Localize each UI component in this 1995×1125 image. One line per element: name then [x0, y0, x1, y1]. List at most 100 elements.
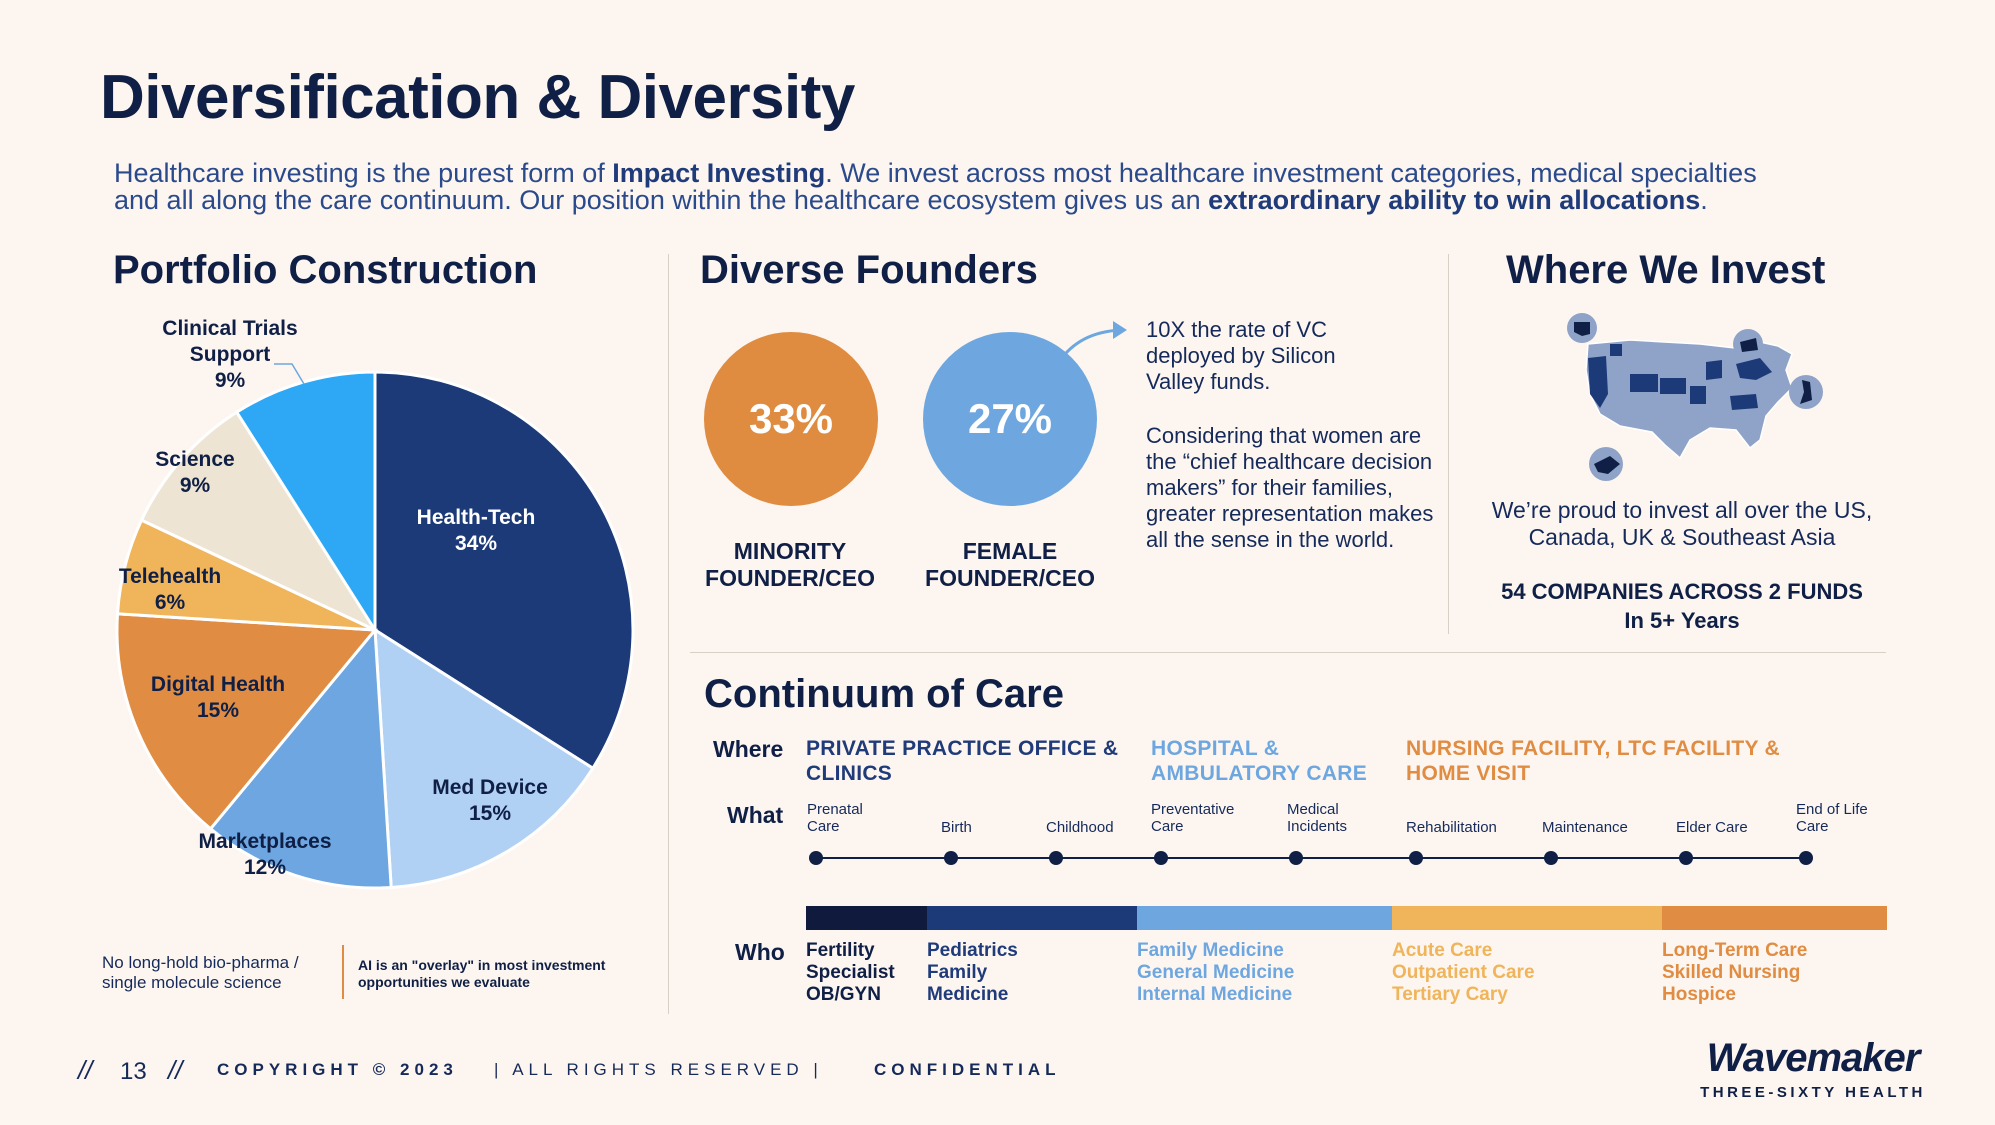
footer-rights: | ALL RIGHTS RESERVED |	[494, 1060, 823, 1079]
pie-label-med-device-pct: 15%	[468, 802, 512, 825]
pie-label-science-name: Science	[155, 448, 235, 471]
footer-slashes-right: //	[168, 1055, 183, 1085]
what-end-of-life-care: End of Life Care	[1796, 801, 1868, 835]
pie-label-digital-health: Digital Health 15%	[128, 672, 308, 724]
founders-note-vc-rate: 10X the rate of VC deployed by Silicon V…	[1146, 317, 1336, 394]
where-hospital: HOSPITAL & AMBULATORY CARE	[1151, 737, 1368, 785]
timeline-dot	[1049, 851, 1063, 865]
pie-label-clinical-trials-name: Clinical Trials Support	[162, 317, 298, 366]
logo-subtitle: THREE-SIXTY HEALTH	[1700, 1084, 1926, 1101]
intro-line2-post: .	[1700, 185, 1708, 215]
timeline-dot	[1544, 851, 1558, 865]
intro-line1-pre: Healthcare investing is the purest form …	[114, 158, 613, 188]
timeline-dot	[944, 851, 958, 865]
continuum-heading: Continuum of Care	[704, 672, 1064, 716]
pie-label-digital-health-pct: 15%	[196, 699, 240, 722]
where-private-practice: PRIVATE PRACTICE OFFICE & CLINICS	[806, 737, 1119, 785]
care-bar-segment-acute	[1392, 906, 1662, 930]
minority-label: MINORITY FOUNDER/CEO	[705, 538, 875, 591]
invest-stat-years: In 5+ Years	[1624, 608, 1740, 633]
footer-page-number: 13	[120, 1058, 147, 1085]
founders-note-women: Considering that women are the “chief he…	[1146, 423, 1434, 552]
care-bar-segment-hospital	[1137, 906, 1392, 930]
note-biopharma: No long-hold bio-pharma / single molecul…	[102, 953, 299, 992]
timeline-line	[816, 857, 1808, 859]
where-label: Where	[713, 736, 784, 762]
pie-label-clinical-trials: Clinical Trials Support 9%	[140, 316, 320, 394]
pie-label-health-tech-name: Health-Tech	[416, 506, 536, 529]
divider-left	[668, 254, 669, 1014]
intro-paragraph: Healthcare investing is the purest form …	[114, 160, 1914, 214]
what-medical-incidents: Medical Incidents	[1287, 801, 1348, 835]
timeline-dot	[1154, 851, 1168, 865]
invest-heading: Where We Invest	[1506, 248, 1826, 292]
founders-heading: Diverse Founders	[700, 248, 1038, 292]
what-rehabilitation: Rehabilitation	[1406, 819, 1497, 836]
pie-label-telehealth-pct: 6%	[154, 591, 186, 614]
footer-copyright: COPYRIGHT © 2023	[217, 1060, 458, 1079]
pie-slice-digital-health	[115, 612, 379, 831]
female-circle: 27%	[923, 332, 1097, 506]
what-maintenance: Maintenance	[1542, 819, 1628, 836]
what-prenatal-care: Prenatal Care	[807, 801, 863, 835]
pie-label-marketplaces: Marketplaces 12%	[180, 829, 350, 881]
what-birth: Birth	[941, 819, 972, 836]
what-childhood: Childhood	[1046, 819, 1114, 836]
pie-label-clinical-trials-pct: 9%	[214, 369, 246, 392]
intro-line2-bold: extraordinary ability to win allocations	[1208, 185, 1701, 215]
note-divider	[342, 945, 344, 999]
pie-label-med-device-name: Med Device	[432, 776, 548, 799]
timeline-dot	[1679, 851, 1693, 865]
pie-label-marketplaces-pct: 12%	[243, 856, 287, 879]
who-label: Who	[735, 939, 785, 965]
invest-map-icon	[1567, 313, 1823, 481]
who-family-medicine: Family Medicine General Medicine Interna…	[1137, 940, 1295, 1005]
pie-label-marketplaces-name: Marketplaces	[198, 830, 332, 853]
note-ai-overlay: AI is an "overlay" in most investment op…	[358, 957, 606, 990]
timeline-dot	[1799, 851, 1813, 865]
divider-horizontal	[690, 652, 1886, 653]
footer-confidential: CONFIDENTIAL	[874, 1060, 1061, 1079]
what-preventative-care: Preventative Care	[1151, 801, 1235, 835]
logo-wordmark: Wavemaker	[1706, 1036, 1921, 1080]
portfolio-pie-chart	[115, 370, 635, 890]
where-nursing: NURSING FACILITY, LTC FACILITY & HOME VI…	[1406, 737, 1780, 785]
who-acute-care: Acute Care Outpatient Care Tertiary Cary	[1392, 940, 1535, 1005]
portfolio-heading: Portfolio Construction	[113, 248, 538, 292]
timeline-dot	[809, 851, 823, 865]
divider-right	[1448, 254, 1449, 634]
intro-line2-pre: and all along the care continuum. Our po…	[114, 185, 1209, 215]
pie-label-digital-health-name: Digital Health	[150, 673, 286, 696]
pie-label-med-device: Med Device 15%	[410, 775, 570, 827]
page-title: Diversification & Diversity	[100, 63, 855, 132]
clinical-trials-leader-line	[274, 363, 305, 385]
who-pediatrics: Pediatrics Family Medicine	[927, 940, 1018, 1005]
pie-label-health-tech-pct: 34%	[454, 532, 498, 555]
what-label: What	[727, 802, 784, 828]
intro-line1-bold: Impact Investing	[612, 158, 826, 188]
invest-stat-companies: 54 COMPANIES ACROSS 2 FUNDS	[1501, 579, 1863, 604]
what-elder-care: Elder Care	[1676, 819, 1748, 836]
care-bar-segment-fertility	[806, 906, 927, 930]
wavemaker-logo: Wavemaker THREE-SIXTY HEALTH	[1688, 1036, 1938, 1101]
care-bar-segment-long-term	[1662, 906, 1887, 930]
timeline-dot	[1409, 851, 1423, 865]
pie-label-health-tech: Health-Tech 34%	[396, 505, 556, 557]
pie-label-telehealth-name: Telehealth	[118, 565, 222, 588]
who-long-term-care: Long-Term Care Skilled Nursing Hospice	[1662, 940, 1808, 1005]
pie-slice-marketplaces	[208, 626, 393, 890]
care-bar-segment-pediatrics	[927, 906, 1137, 930]
timeline-dot	[1289, 851, 1303, 865]
minority-circle: 33%	[704, 332, 878, 506]
who-fertility: Fertility Specialist OB/GYN	[806, 940, 895, 1005]
pie-label-science: Science 9%	[135, 447, 255, 499]
pie-label-telehealth: Telehealth 6%	[100, 564, 240, 616]
pie-slice-science	[139, 410, 380, 634]
intro-line1-post: . We invest across most healthcare inves…	[825, 158, 1757, 188]
pie-label-science-pct: 9%	[179, 474, 211, 497]
invest-text: We’re proud to invest all over the US, C…	[1491, 497, 1873, 550]
arrow-icon	[1057, 321, 1127, 363]
pie-slice-med-device	[373, 627, 595, 890]
female-label: FEMALE FOUNDER/CEO	[925, 538, 1095, 591]
footer-slashes-left: //	[78, 1055, 93, 1085]
